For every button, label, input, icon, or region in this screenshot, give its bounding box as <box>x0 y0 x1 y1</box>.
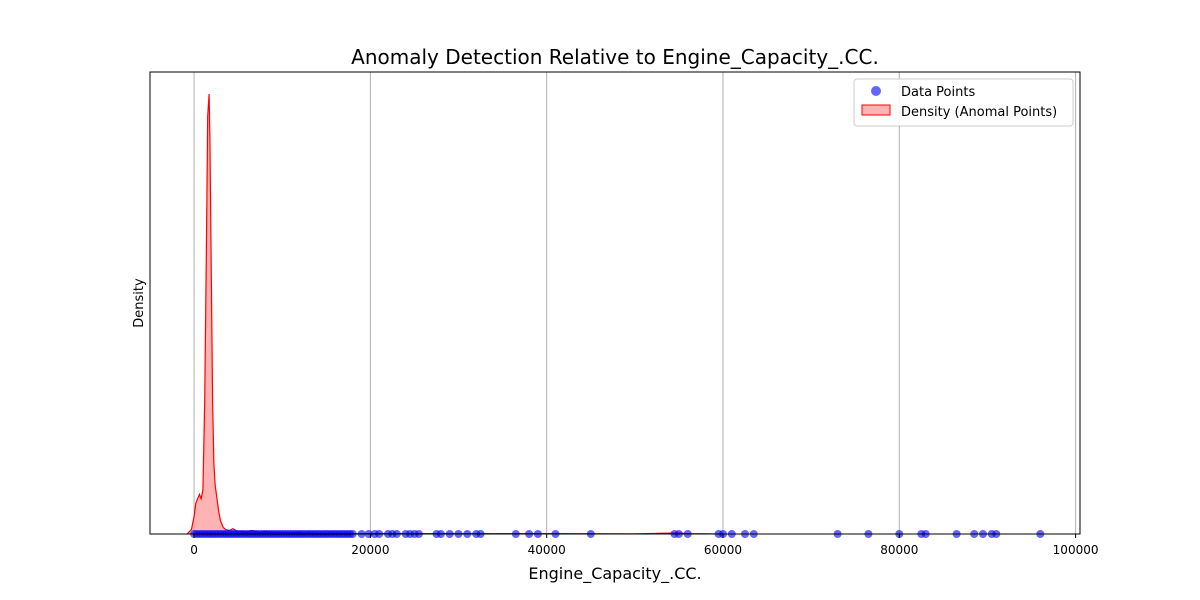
x-tick-label: 0 <box>190 543 198 557</box>
legend-label-points: Data Points <box>901 85 975 100</box>
x-tick-label: 60000 <box>704 543 742 557</box>
x-axis-label: Engine_Capacity_.CC. <box>528 564 701 584</box>
x-tick-label: 40000 <box>528 543 566 557</box>
x-tick-label: 100000 <box>1053 543 1099 557</box>
x-tick-label: 20000 <box>351 543 389 557</box>
y-axis-label: Density <box>132 278 147 328</box>
plot-frame <box>149 71 1081 535</box>
legend-marker-points <box>871 86 881 96</box>
legend: Data Points Density (Anomal Points) <box>853 78 1074 127</box>
legend-label-density: Density (Anomal Points) <box>901 105 1057 120</box>
chart-title: Anomaly Detection Relative to Engine_Cap… <box>351 45 879 69</box>
x-tick-label: 80000 <box>880 543 918 557</box>
legend-frame <box>853 78 1074 127</box>
x-axis-ticks: 0 20000 40000 60000 80000 100000 <box>190 534 1098 557</box>
legend-marker-density <box>861 104 891 116</box>
grid-layer <box>193 72 1077 534</box>
